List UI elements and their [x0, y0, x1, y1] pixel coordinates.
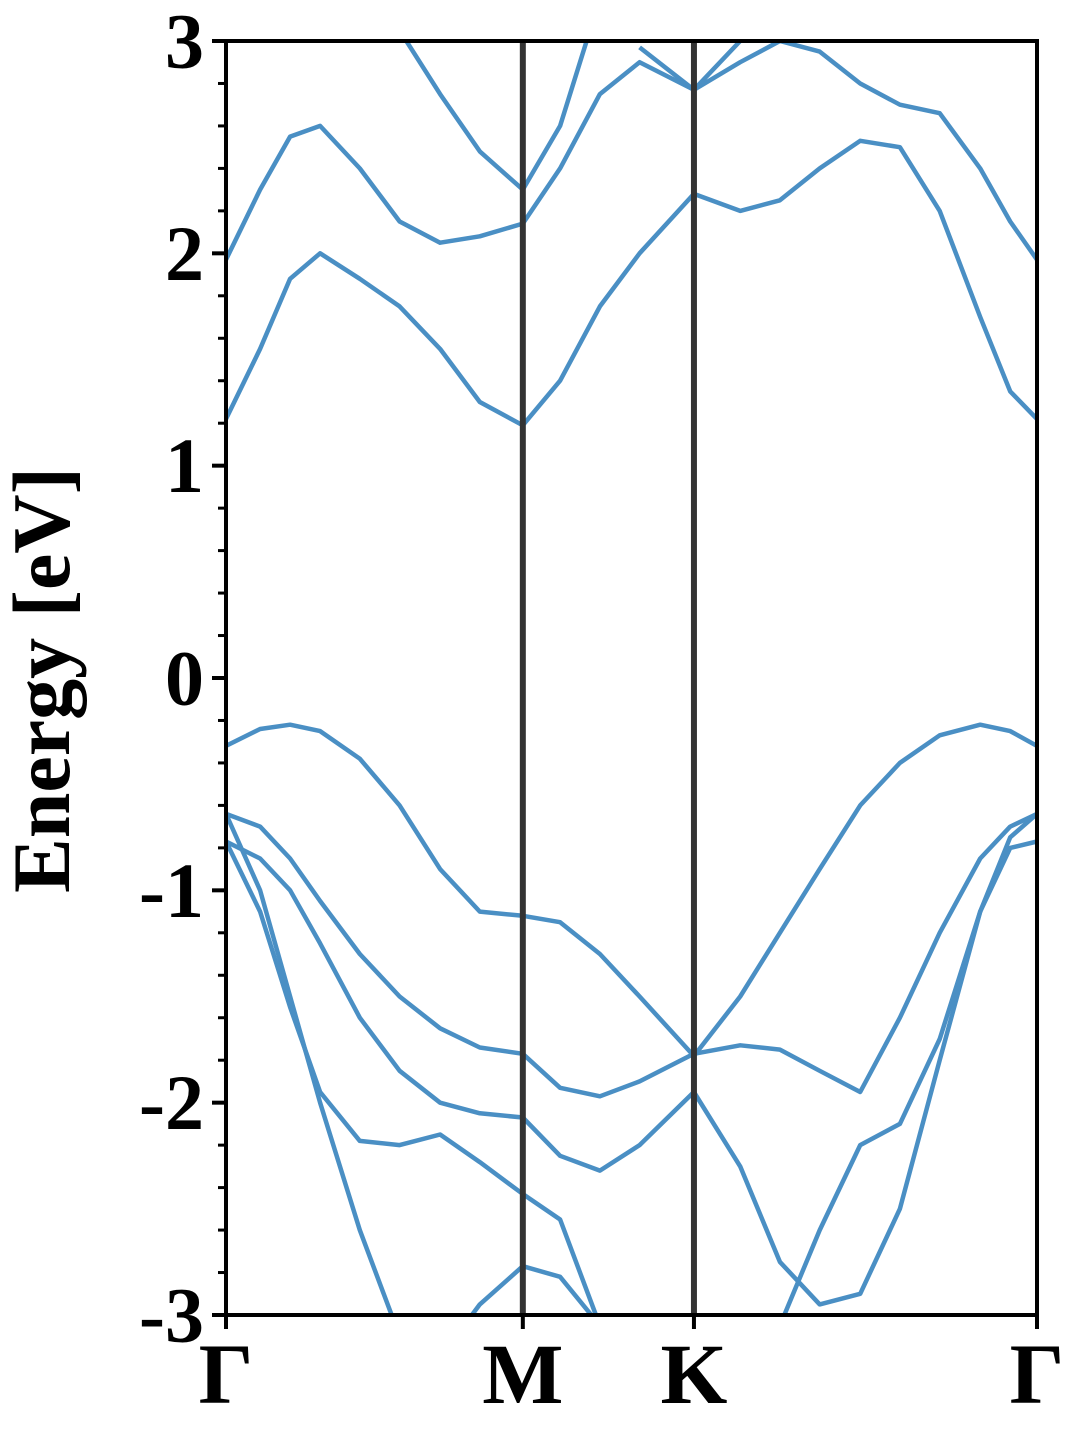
- band: [226, 839, 1037, 1307]
- y-tick-label: 0: [165, 635, 204, 722]
- y-tick-label: -1: [139, 847, 204, 934]
- y-tick-label: -2: [139, 1059, 204, 1146]
- x-tick-label: Γ: [1010, 1326, 1065, 1422]
- y-tick-label: 3: [165, 0, 204, 85]
- band: [226, 811, 1037, 1099]
- band: [226, 722, 1037, 1059]
- band: [638, 41, 744, 93]
- y-tick-label: 2: [165, 210, 204, 297]
- band: [226, 840, 599, 1315]
- y-axis-label: Energy [eV]: [0, 467, 87, 893]
- plot-area: [226, 41, 1037, 1315]
- x-tick-label: Γ: [199, 1326, 254, 1422]
- y-tick-label: 1: [165, 422, 204, 509]
- band: [403, 41, 589, 192]
- band: [226, 41, 1037, 261]
- x-tick-label: K: [660, 1326, 727, 1422]
- y-tick-label: -3: [139, 1272, 204, 1359]
- x-tick-label: M: [482, 1326, 563, 1422]
- band: [226, 138, 1037, 428]
- plot-frame: [224, 39, 1039, 1317]
- band: [226, 812, 1037, 1315]
